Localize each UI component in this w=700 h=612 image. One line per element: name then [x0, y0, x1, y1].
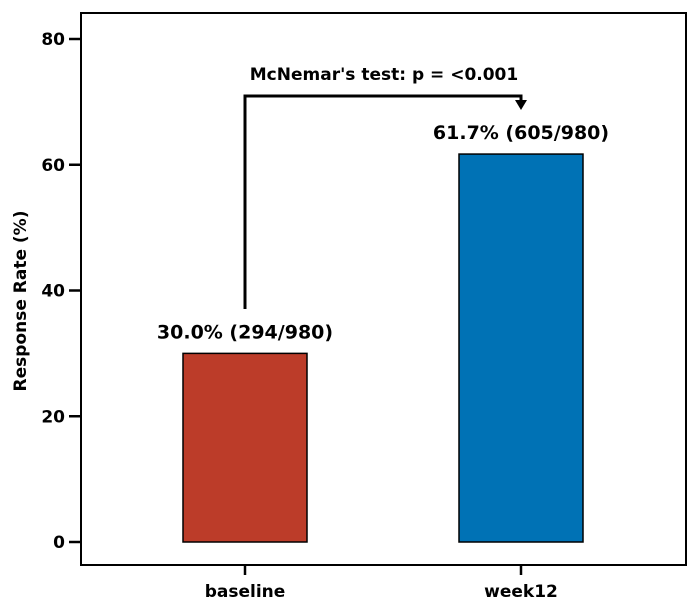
y-axis-label: Response Rate (%) [11, 211, 31, 392]
y-tick-label-0: 0 [53, 533, 65, 553]
bars [182, 153, 584, 543]
bar-data-labels: 30.0% (294/980) 61.7% (605/980) [157, 122, 609, 343]
y-tick-label-20: 20 [41, 407, 65, 427]
mcnemar-test-label: McNemar's test: p = <0.001 [250, 65, 518, 85]
x-axis-ticks: baseline week12 [205, 565, 558, 602]
significance-bracket [243, 94, 523, 309]
bar-baseline [182, 352, 308, 543]
x-tick-label-week12: week12 [484, 582, 558, 602]
y-tick-label-60: 60 [41, 156, 65, 176]
bar-label-week12: 61.7% (605/980) [433, 122, 609, 144]
bar-label-baseline: 30.0% (294/980) [157, 321, 333, 343]
y-tick-label-80: 80 [41, 30, 65, 50]
x-tick-label-baseline: baseline [205, 582, 286, 602]
bar-week12 [458, 153, 584, 543]
significance-annotation: McNemar's test: p = <0.001 [243, 65, 527, 309]
bracket-arrowhead [515, 100, 527, 110]
plot-frame [80, 12, 687, 566]
y-axis-ticks: 0 20 40 60 80 [41, 30, 81, 553]
y-tick-label-40: 40 [41, 282, 65, 302]
